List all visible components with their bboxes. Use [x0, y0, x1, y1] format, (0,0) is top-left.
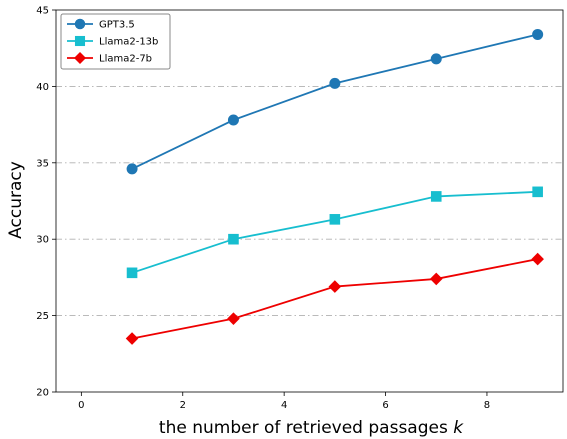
- y-tick-label: 40: [36, 82, 49, 93]
- legend-marker: [74, 18, 86, 30]
- data-point-llama2-13b: [532, 186, 543, 198]
- x-tick-label: 6: [382, 400, 388, 411]
- legend-label: Llama2-7b: [99, 54, 152, 65]
- legend: GPT3.5 Llama2-13b Llama2-7b: [60, 13, 171, 70]
- legend-marker: [74, 52, 86, 64]
- data-point-llama2-13b: [430, 191, 442, 202]
- data-point-gpt3-5: [532, 28, 544, 40]
- series-gpt3-5: [126, 28, 544, 175]
- data-point-gpt3-5: [329, 77, 341, 89]
- y-tick-label: 25: [36, 311, 49, 322]
- x-tick-label: 2: [180, 400, 186, 411]
- data-point-llama2-7b: [328, 280, 342, 293]
- y-tick-label: 35: [36, 158, 49, 169]
- x-tick-label: 0: [78, 400, 84, 411]
- x-axis-title: the number of retrieved passages k: [159, 418, 464, 438]
- series-llama2-7b: [125, 252, 544, 345]
- data-point-gpt3-5: [126, 163, 138, 175]
- x-axis-title-variable: k: [453, 418, 464, 438]
- data-point-llama2-7b: [429, 272, 443, 286]
- data-point-llama2-7b: [125, 332, 139, 345]
- series-llama2-13b: [126, 186, 543, 279]
- legend-item-llama2-7b: Llama2-7b: [67, 52, 152, 65]
- data-point-llama2-13b: [228, 233, 239, 245]
- y-tick-label: 20: [36, 388, 49, 399]
- series-line-llama2-7b: [131, 258, 538, 340]
- gridlines: [56, 85, 563, 317]
- legend-label: GPT3.5: [99, 20, 135, 31]
- x-tick-label: 8: [484, 400, 490, 411]
- plot-frame: [55, 9, 564, 393]
- legend-marker: [74, 35, 86, 47]
- data-point-llama2-13b: [329, 214, 341, 225]
- data-point-gpt3-5: [430, 53, 442, 65]
- x-axis-title-text: the number of retrieved passages: [159, 418, 448, 438]
- x-tick-label: 4: [281, 400, 287, 411]
- legend-item-gpt3-5: GPT3.5: [67, 18, 135, 31]
- legend-item-llama2-13b: Llama2-13b: [67, 35, 158, 48]
- data-point-gpt3-5: [227, 114, 239, 126]
- data-point-llama2-7b: [227, 312, 240, 325]
- y-axis-title: Accuracy: [6, 161, 26, 239]
- legend-box: [60, 13, 171, 70]
- series-line-llama2-13b: [131, 190, 538, 274]
- series-line-gpt3-5: [131, 33, 538, 170]
- legend-label: Llama2-13b: [99, 37, 158, 48]
- series-group: [125, 28, 544, 345]
- axis-ticks: 20 25 30 35 40 45 0 2 4 6 8: [36, 6, 490, 412]
- data-point-llama2-7b: [531, 252, 544, 266]
- data-point-llama2-13b: [126, 267, 138, 279]
- y-tick-label: 45: [36, 6, 49, 17]
- y-tick-label: 30: [36, 235, 49, 246]
